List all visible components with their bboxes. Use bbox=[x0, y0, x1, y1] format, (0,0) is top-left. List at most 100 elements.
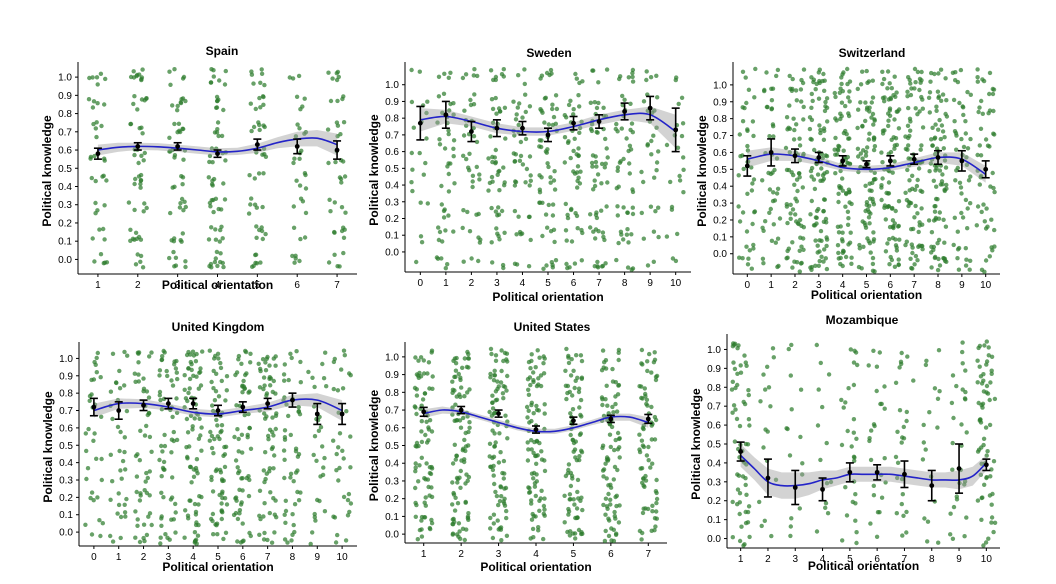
mean-point bbox=[254, 142, 260, 147]
data-point bbox=[260, 357, 266, 362]
data-point bbox=[209, 433, 215, 439]
data-point bbox=[798, 434, 803, 440]
data-point bbox=[974, 223, 979, 228]
data-point bbox=[989, 371, 994, 376]
data-point bbox=[263, 368, 269, 373]
mean-point bbox=[314, 411, 320, 417]
data-point bbox=[450, 405, 455, 410]
data-point bbox=[900, 435, 905, 440]
data-point bbox=[645, 263, 651, 268]
data-point bbox=[951, 242, 956, 248]
y-axis-title: Political knowledge bbox=[41, 391, 55, 503]
data-point bbox=[569, 357, 574, 362]
data-point bbox=[496, 233, 501, 239]
data-point bbox=[882, 384, 887, 389]
data-point bbox=[178, 238, 183, 243]
data-point bbox=[864, 107, 870, 112]
data-point bbox=[915, 177, 920, 183]
data-point bbox=[578, 498, 583, 503]
data-point bbox=[100, 521, 106, 526]
data-point bbox=[183, 508, 188, 513]
mean-point bbox=[215, 151, 220, 157]
confidence-band bbox=[747, 147, 986, 183]
data-point bbox=[792, 127, 797, 133]
data-point bbox=[264, 393, 269, 398]
data-point bbox=[813, 87, 818, 92]
data-point bbox=[493, 389, 499, 394]
data-point bbox=[257, 488, 263, 493]
data-point bbox=[216, 133, 221, 139]
data-point bbox=[938, 136, 943, 142]
data-point bbox=[738, 154, 743, 159]
data-point bbox=[571, 449, 576, 454]
data-point bbox=[219, 133, 225, 139]
data-point bbox=[182, 199, 187, 204]
data-point bbox=[744, 100, 749, 106]
data-point bbox=[770, 170, 775, 175]
data-point bbox=[976, 400, 981, 406]
data-point bbox=[580, 79, 585, 84]
data-point bbox=[767, 187, 773, 192]
data-point bbox=[172, 184, 177, 189]
data-point bbox=[263, 231, 268, 237]
data-point bbox=[797, 269, 802, 274]
data-point bbox=[953, 131, 959, 136]
data-point bbox=[159, 523, 164, 528]
data-point bbox=[904, 509, 909, 515]
data-point bbox=[775, 186, 781, 191]
data-point bbox=[818, 178, 823, 183]
data-point bbox=[157, 368, 163, 373]
data-point bbox=[339, 205, 345, 210]
data-point bbox=[173, 255, 179, 260]
data-point bbox=[784, 167, 790, 173]
x-tick-label: 1 bbox=[421, 549, 427, 560]
data-point bbox=[417, 463, 422, 468]
data-point bbox=[89, 532, 95, 537]
data-point bbox=[812, 186, 818, 192]
data-point bbox=[149, 350, 154, 355]
data-point bbox=[88, 495, 93, 501]
data-point bbox=[525, 440, 530, 445]
data-point bbox=[216, 394, 222, 399]
data-point bbox=[504, 351, 510, 356]
data-point bbox=[746, 504, 752, 509]
data-point bbox=[192, 539, 198, 544]
data-point bbox=[614, 257, 619, 263]
data-point bbox=[213, 196, 219, 201]
data-point bbox=[836, 143, 841, 149]
data-point bbox=[603, 358, 609, 363]
data-point bbox=[815, 172, 821, 177]
data-point bbox=[537, 138, 542, 143]
data-point bbox=[594, 105, 600, 111]
data-point bbox=[88, 156, 93, 161]
data-point bbox=[214, 105, 219, 111]
data-point bbox=[965, 89, 970, 95]
data-point bbox=[563, 228, 569, 233]
data-point bbox=[261, 514, 266, 519]
data-point bbox=[736, 204, 741, 209]
data-point bbox=[872, 144, 878, 149]
panel-title: Spain bbox=[206, 44, 239, 58]
data-point bbox=[293, 253, 298, 258]
x-tick-label: 8 bbox=[929, 554, 935, 565]
data-point bbox=[450, 412, 455, 417]
data-point bbox=[488, 375, 493, 380]
data-point bbox=[571, 148, 576, 154]
data-point bbox=[669, 204, 675, 210]
data-point bbox=[654, 125, 659, 130]
data-point bbox=[210, 403, 215, 408]
data-point bbox=[785, 426, 790, 432]
data-point bbox=[494, 493, 500, 499]
data-point bbox=[981, 389, 987, 394]
data-point bbox=[457, 529, 462, 534]
data-point bbox=[621, 156, 626, 162]
data-point bbox=[282, 537, 288, 542]
data-point bbox=[760, 178, 765, 183]
data-point bbox=[212, 259, 218, 265]
data-point bbox=[930, 125, 935, 130]
data-point bbox=[856, 107, 861, 112]
data-point bbox=[499, 208, 505, 214]
data-point bbox=[844, 191, 849, 196]
mean-point bbox=[983, 462, 989, 468]
data-point bbox=[92, 431, 97, 436]
